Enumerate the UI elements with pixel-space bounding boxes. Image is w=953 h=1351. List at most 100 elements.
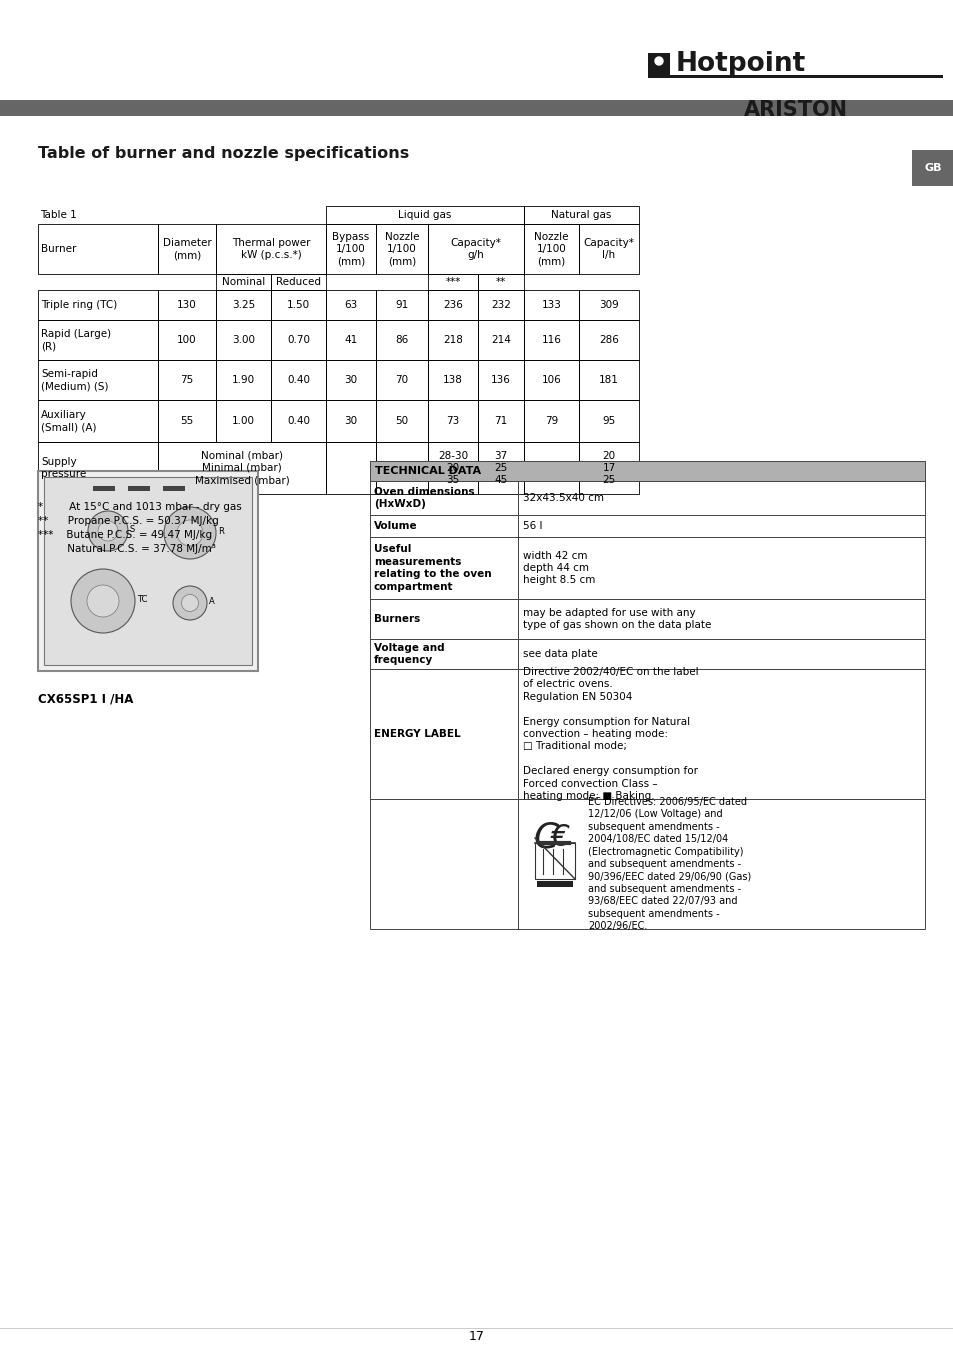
Text: 32x43.5x40 cm: 32x43.5x40 cm xyxy=(522,493,603,503)
Bar xyxy=(517,536,924,598)
Text: 1.90: 1.90 xyxy=(232,376,254,385)
Bar xyxy=(523,320,578,359)
Text: 79: 79 xyxy=(544,416,558,426)
Text: 55: 55 xyxy=(180,416,193,426)
Bar xyxy=(370,598,517,639)
Bar xyxy=(38,224,158,274)
Text: 63: 63 xyxy=(344,300,357,309)
Text: **: ** xyxy=(496,277,506,286)
Text: €: € xyxy=(551,823,570,851)
Bar xyxy=(38,442,158,494)
Bar xyxy=(578,320,639,359)
Circle shape xyxy=(71,569,135,634)
Circle shape xyxy=(181,594,198,612)
Bar xyxy=(375,320,428,359)
Bar xyxy=(215,320,271,359)
Bar xyxy=(517,598,924,639)
Bar xyxy=(477,400,523,442)
Bar xyxy=(477,274,523,290)
Bar xyxy=(158,359,215,400)
Bar xyxy=(44,477,252,665)
Text: 56 l: 56 l xyxy=(522,521,542,531)
Text: *        At 15°C and 1013 mbar - dry gas: * At 15°C and 1013 mbar - dry gas xyxy=(38,503,241,512)
Bar xyxy=(375,290,428,320)
Text: Table 1: Table 1 xyxy=(40,209,76,220)
Bar xyxy=(428,290,477,320)
Text: 71: 71 xyxy=(494,416,507,426)
Text: 17: 17 xyxy=(469,1331,484,1343)
Bar xyxy=(428,274,477,290)
Bar xyxy=(370,536,517,598)
Circle shape xyxy=(655,57,662,65)
Text: 41: 41 xyxy=(344,335,357,345)
Text: 91: 91 xyxy=(395,300,408,309)
Text: Thermal power
kW (p.c.s.*): Thermal power kW (p.c.s.*) xyxy=(232,238,310,261)
Text: ARISTON: ARISTON xyxy=(743,100,847,120)
Circle shape xyxy=(98,521,118,540)
Text: ENERGY LABEL: ENERGY LABEL xyxy=(374,730,460,739)
Text: Volume: Volume xyxy=(374,521,417,531)
Text: Reduced: Reduced xyxy=(275,277,320,286)
Text: C: C xyxy=(533,820,558,854)
Text: 0.70: 0.70 xyxy=(287,335,310,345)
Bar xyxy=(428,320,477,359)
Bar xyxy=(523,442,578,494)
Text: 20
17
25: 20 17 25 xyxy=(601,451,615,485)
Text: 218: 218 xyxy=(442,335,462,345)
Text: 70: 70 xyxy=(395,376,408,385)
Bar xyxy=(326,205,523,224)
Bar xyxy=(326,320,375,359)
Text: 73: 73 xyxy=(446,416,459,426)
Text: 1.00: 1.00 xyxy=(232,416,254,426)
Text: Burners: Burners xyxy=(374,613,420,624)
Text: 0.40: 0.40 xyxy=(287,376,310,385)
Bar xyxy=(578,224,639,274)
Bar xyxy=(38,320,158,359)
Bar xyxy=(326,359,375,400)
Bar xyxy=(370,481,517,515)
Bar xyxy=(477,442,523,494)
Text: see data plate: see data plate xyxy=(522,648,598,659)
Text: Table of burner and nozzle specifications: Table of burner and nozzle specification… xyxy=(38,146,409,161)
Text: 0.40: 0.40 xyxy=(287,416,310,426)
Text: 3.25: 3.25 xyxy=(232,300,254,309)
Bar xyxy=(375,359,428,400)
Text: 138: 138 xyxy=(442,376,462,385)
Bar xyxy=(158,400,215,442)
Bar xyxy=(911,150,953,186)
Text: Useful
measurements
relating to the oven
compartment: Useful measurements relating to the oven… xyxy=(374,544,491,592)
Bar xyxy=(535,843,575,880)
Text: 100: 100 xyxy=(177,335,196,345)
Bar xyxy=(38,359,158,400)
Circle shape xyxy=(88,511,128,551)
Text: R: R xyxy=(218,527,224,535)
Bar xyxy=(647,53,669,76)
Bar xyxy=(578,359,639,400)
Bar xyxy=(517,669,924,798)
Text: Diameter
(mm): Diameter (mm) xyxy=(162,238,212,261)
Text: 309: 309 xyxy=(598,300,618,309)
Text: TECHNICAL DATA: TECHNICAL DATA xyxy=(375,466,480,476)
Text: width 42 cm
depth 44 cm
height 8.5 cm: width 42 cm depth 44 cm height 8.5 cm xyxy=(522,551,595,585)
Text: 28-30
20
35: 28-30 20 35 xyxy=(437,451,468,485)
Bar xyxy=(38,290,158,320)
Bar xyxy=(523,205,639,224)
Bar xyxy=(537,881,573,888)
Text: 30: 30 xyxy=(344,416,357,426)
Bar xyxy=(38,400,158,442)
Text: Nozzle
1/100
(mm): Nozzle 1/100 (mm) xyxy=(384,231,418,266)
Text: Semi-rapid
(Medium) (S): Semi-rapid (Medium) (S) xyxy=(41,369,109,392)
Text: 75: 75 xyxy=(180,376,193,385)
Bar xyxy=(578,290,639,320)
Bar xyxy=(370,515,517,536)
Bar xyxy=(326,400,375,442)
Bar xyxy=(375,224,428,274)
Text: GB: GB xyxy=(923,163,941,173)
Text: Hotpoint: Hotpoint xyxy=(676,51,805,77)
Text: **      Propane P.C.S. = 50.37 MJ/kg: ** Propane P.C.S. = 50.37 MJ/kg xyxy=(38,516,218,526)
Bar xyxy=(158,290,215,320)
Circle shape xyxy=(177,520,203,546)
Text: Liquid gas: Liquid gas xyxy=(398,209,451,220)
Bar xyxy=(271,359,326,400)
Text: TC: TC xyxy=(137,594,147,604)
